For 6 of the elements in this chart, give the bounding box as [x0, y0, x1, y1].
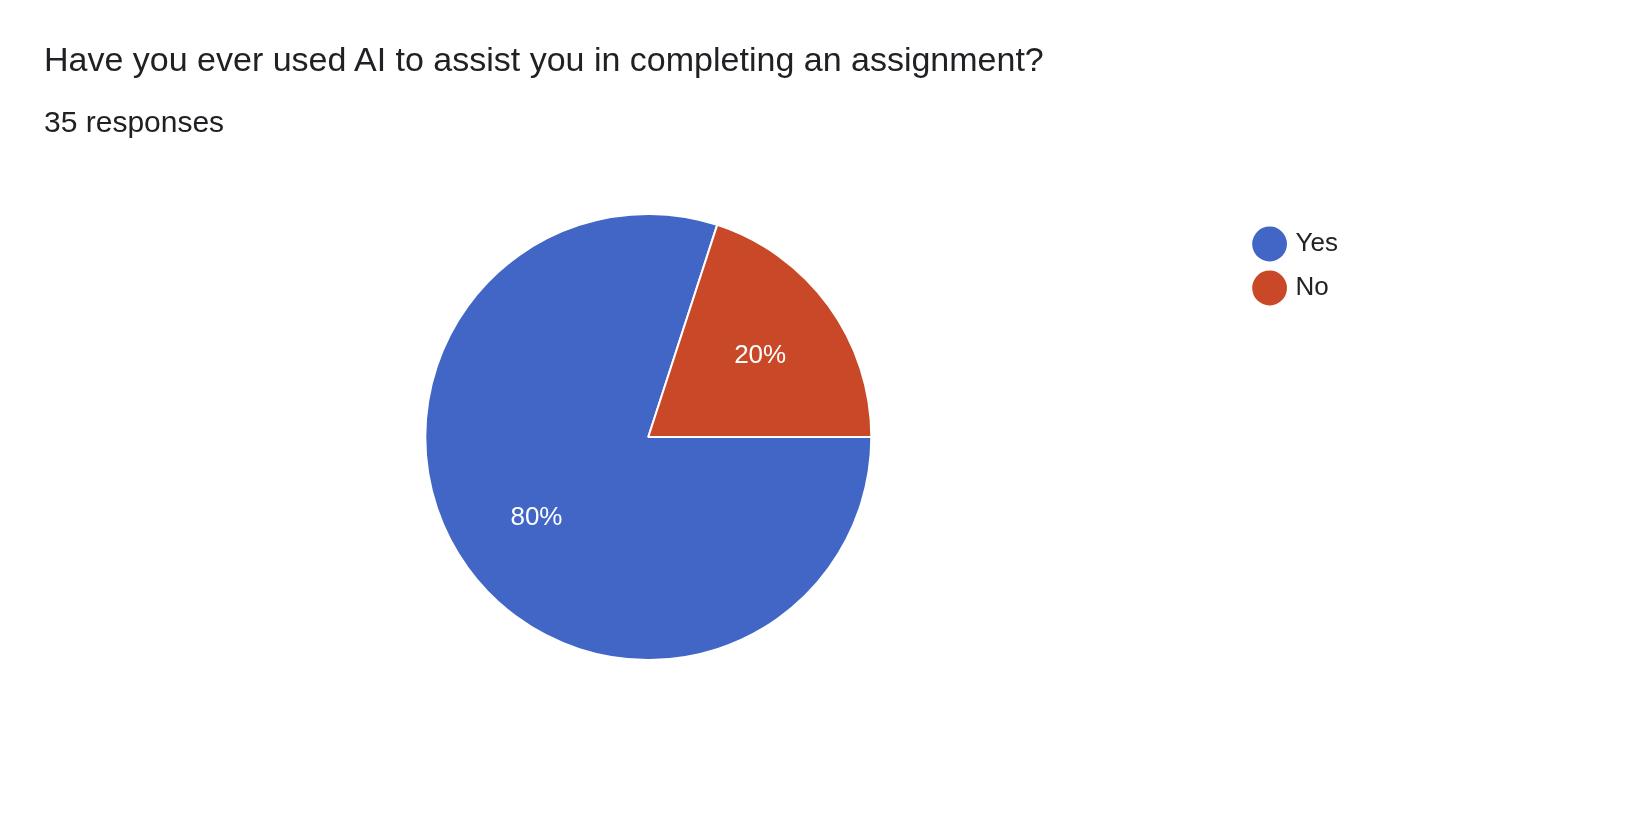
data-label: 80%	[510, 501, 563, 532]
text: 35 responses	[44, 105, 226, 139]
legend-label: No	[1295, 271, 1329, 302]
legend-label: Yes	[1295, 227, 1339, 258]
chart-title: Have you ever used AI to assist you in completing an assignment?	[44, 40, 1045, 79]
data-label: 20%	[734, 338, 787, 369]
